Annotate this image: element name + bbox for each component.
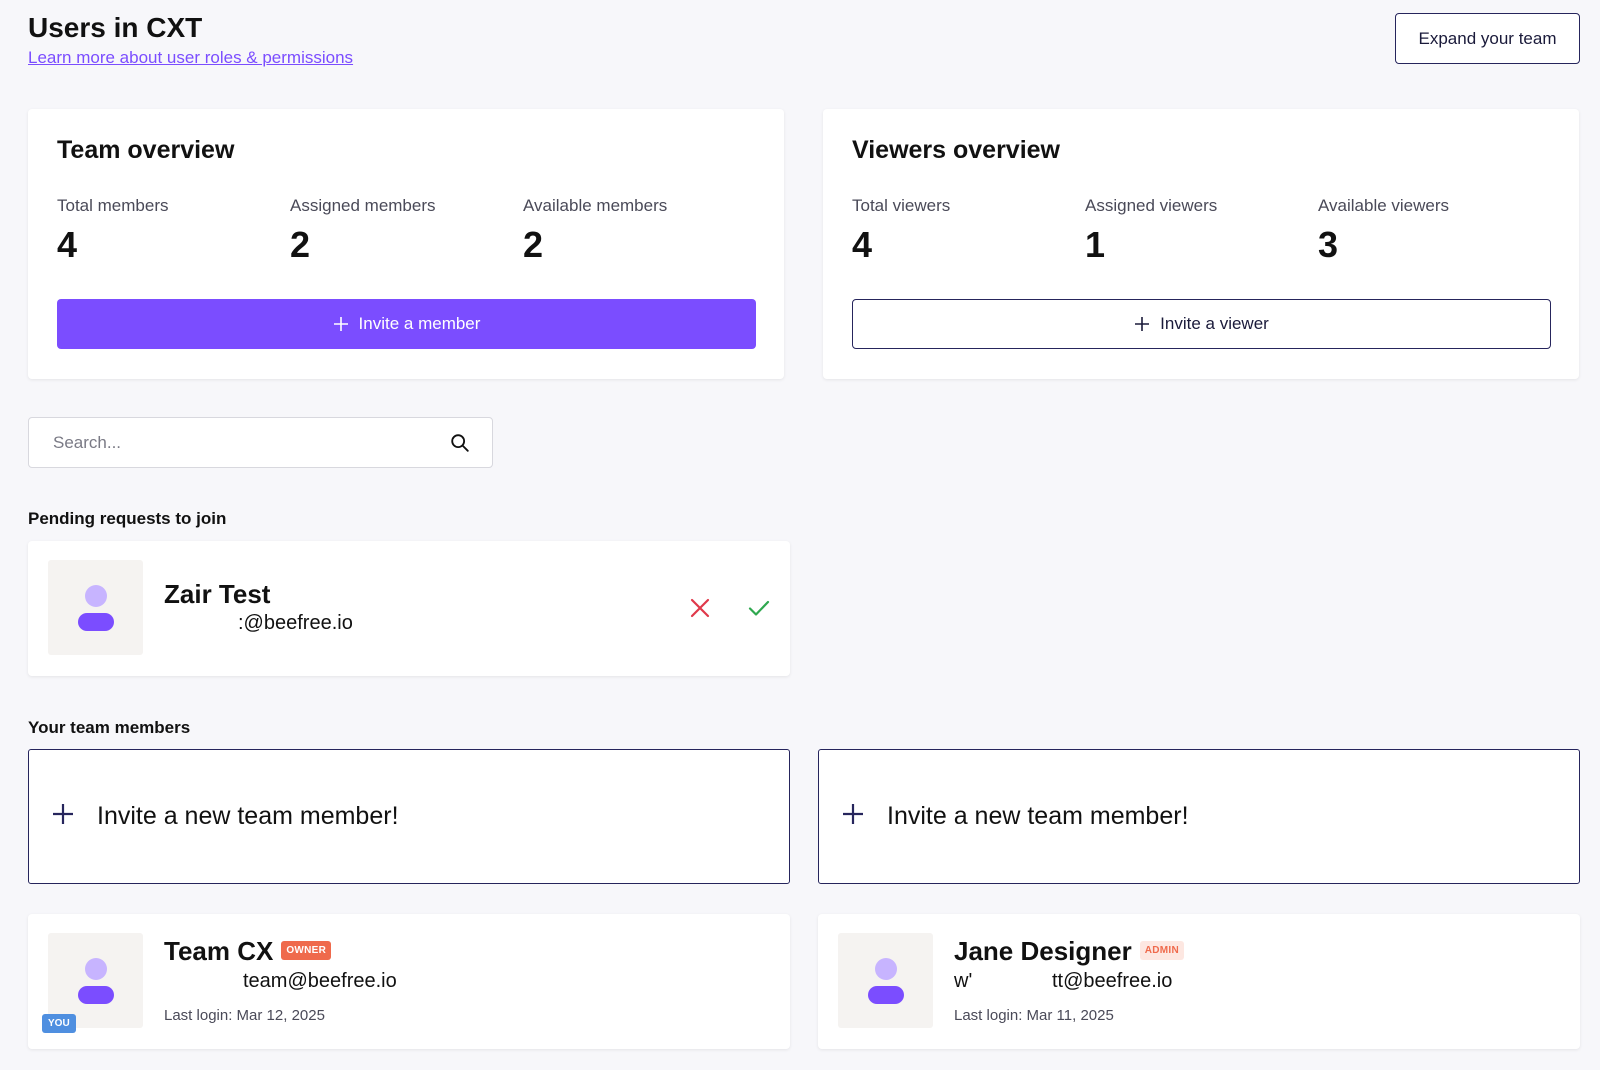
member-email: team@beefree.io xyxy=(243,970,397,992)
search-input[interactable] xyxy=(29,418,449,467)
reject-x-icon[interactable] xyxy=(687,595,713,621)
invite-member-label: Invite a member xyxy=(358,314,481,333)
member-last-login: Last login: Mar 11, 2025 xyxy=(954,1007,1114,1024)
team-member-card[interactable]: Jane Designer ADMIN w' tt@beefree.io Last… xyxy=(818,914,1580,1049)
team-members-label: Your team members xyxy=(28,718,191,737)
stat-value: 4 xyxy=(852,224,873,265)
role-badge: ADMIN xyxy=(1139,940,1185,960)
roles-permissions-link[interactable]: Learn more about user roles & permission… xyxy=(28,48,354,67)
stat-value: 4 xyxy=(57,224,78,265)
stat-assigned-viewers: Assigned viewers 1 xyxy=(1085,196,1217,266)
stat-value: 2 xyxy=(290,224,311,265)
invite-new-member-label: Invite a new team member! xyxy=(887,802,1189,830)
user-avatar-icon xyxy=(867,957,904,1004)
stat-label: Total viewers xyxy=(852,196,951,215)
invite-viewer-button[interactable]: Invite a viewer xyxy=(852,299,1551,349)
role-badge: OWNER xyxy=(281,940,332,960)
stat-available-members: Available members 2 xyxy=(523,196,667,266)
pending-requests-label: Pending requests to join xyxy=(28,509,227,528)
stat-label: Available members xyxy=(523,196,668,215)
avatar xyxy=(48,933,143,1028)
plus-icon xyxy=(843,804,863,824)
member-name: Jane Designer xyxy=(954,936,1132,966)
invite-new-member-label: Invite a new team member! xyxy=(97,802,399,830)
stat-available-viewers: Available viewers 3 xyxy=(1318,196,1449,266)
accept-check-icon[interactable] xyxy=(746,595,772,621)
stat-label: Available viewers xyxy=(1318,196,1450,215)
member-email: tt@beefree.io xyxy=(1052,970,1173,992)
team-overview-title: Team overview xyxy=(57,136,235,164)
member-last-login: Last login: Mar 12, 2025 xyxy=(164,1007,325,1024)
plus-icon xyxy=(1135,317,1150,331)
member-name: Team CX xyxy=(164,936,274,966)
page-title: Users in CXT xyxy=(28,12,203,43)
stat-value: 1 xyxy=(1085,224,1106,265)
invite-viewer-label: Invite a viewer xyxy=(1160,314,1269,333)
user-avatar-icon xyxy=(77,957,114,1004)
avatar xyxy=(838,933,933,1028)
pending-request-card: Zair Test :@beefree.io xyxy=(28,541,790,676)
member-name-row: Team CX OWNER xyxy=(164,936,332,967)
requester-name: Zair Test xyxy=(164,579,271,609)
viewers-overview-title: Viewers overview xyxy=(852,136,1061,164)
stat-value: 3 xyxy=(1318,224,1339,265)
stat-assigned-members: Assigned members 2 xyxy=(290,196,436,266)
you-badge: YOU xyxy=(42,1014,76,1033)
stat-value: 2 xyxy=(523,224,544,265)
search-icon[interactable] xyxy=(449,432,471,454)
plus-icon xyxy=(53,804,73,824)
member-email-prefix: w' xyxy=(954,970,973,992)
stat-label: Assigned members xyxy=(290,196,436,215)
plus-icon xyxy=(333,317,348,331)
stat-total-viewers: Total viewers 4 xyxy=(852,196,950,266)
stat-total-members: Total members 4 xyxy=(57,196,168,266)
avatar xyxy=(48,560,143,655)
team-overview-card: Team overview Total members 4 Assigned m… xyxy=(28,109,784,379)
search-box xyxy=(28,417,493,468)
invite-member-button[interactable]: Invite a member xyxy=(57,299,756,349)
invite-new-member-card[interactable]: Invite a new team member! xyxy=(28,749,790,884)
invite-new-member-card[interactable]: Invite a new team member! xyxy=(818,749,1580,884)
member-name-row: Jane Designer ADMIN xyxy=(954,936,1185,967)
expand-team-button[interactable]: Expand your team xyxy=(1395,13,1580,64)
requester-email: :@beefree.io xyxy=(238,612,353,634)
team-member-card[interactable]: YOU Team CX OWNER team@beefree.io Last lo… xyxy=(28,914,790,1049)
user-avatar-icon xyxy=(77,584,114,631)
stat-label: Total members xyxy=(57,196,169,215)
stat-label: Assigned viewers xyxy=(1085,196,1218,215)
viewers-overview-card: Viewers overview Total viewers 4 Assigne… xyxy=(823,109,1579,379)
